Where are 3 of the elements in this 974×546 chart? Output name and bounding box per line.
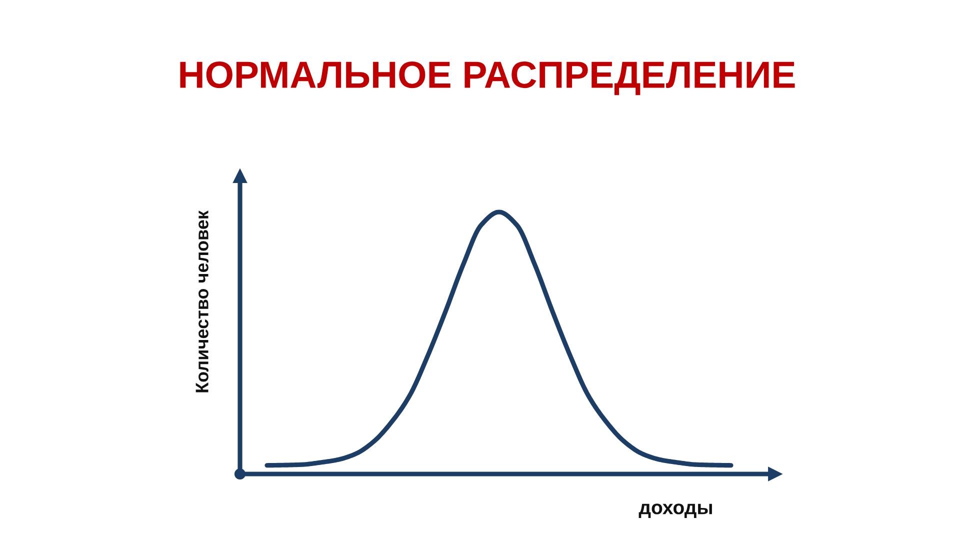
- chart-title: НОРМАЛЬНОЕ РАСПРЕДЕЛЕНИЕ: [180, 62, 795, 96]
- x-axis-title: доходы: [638, 504, 712, 518]
- y-axis-title: Количество человек: [196, 210, 208, 392]
